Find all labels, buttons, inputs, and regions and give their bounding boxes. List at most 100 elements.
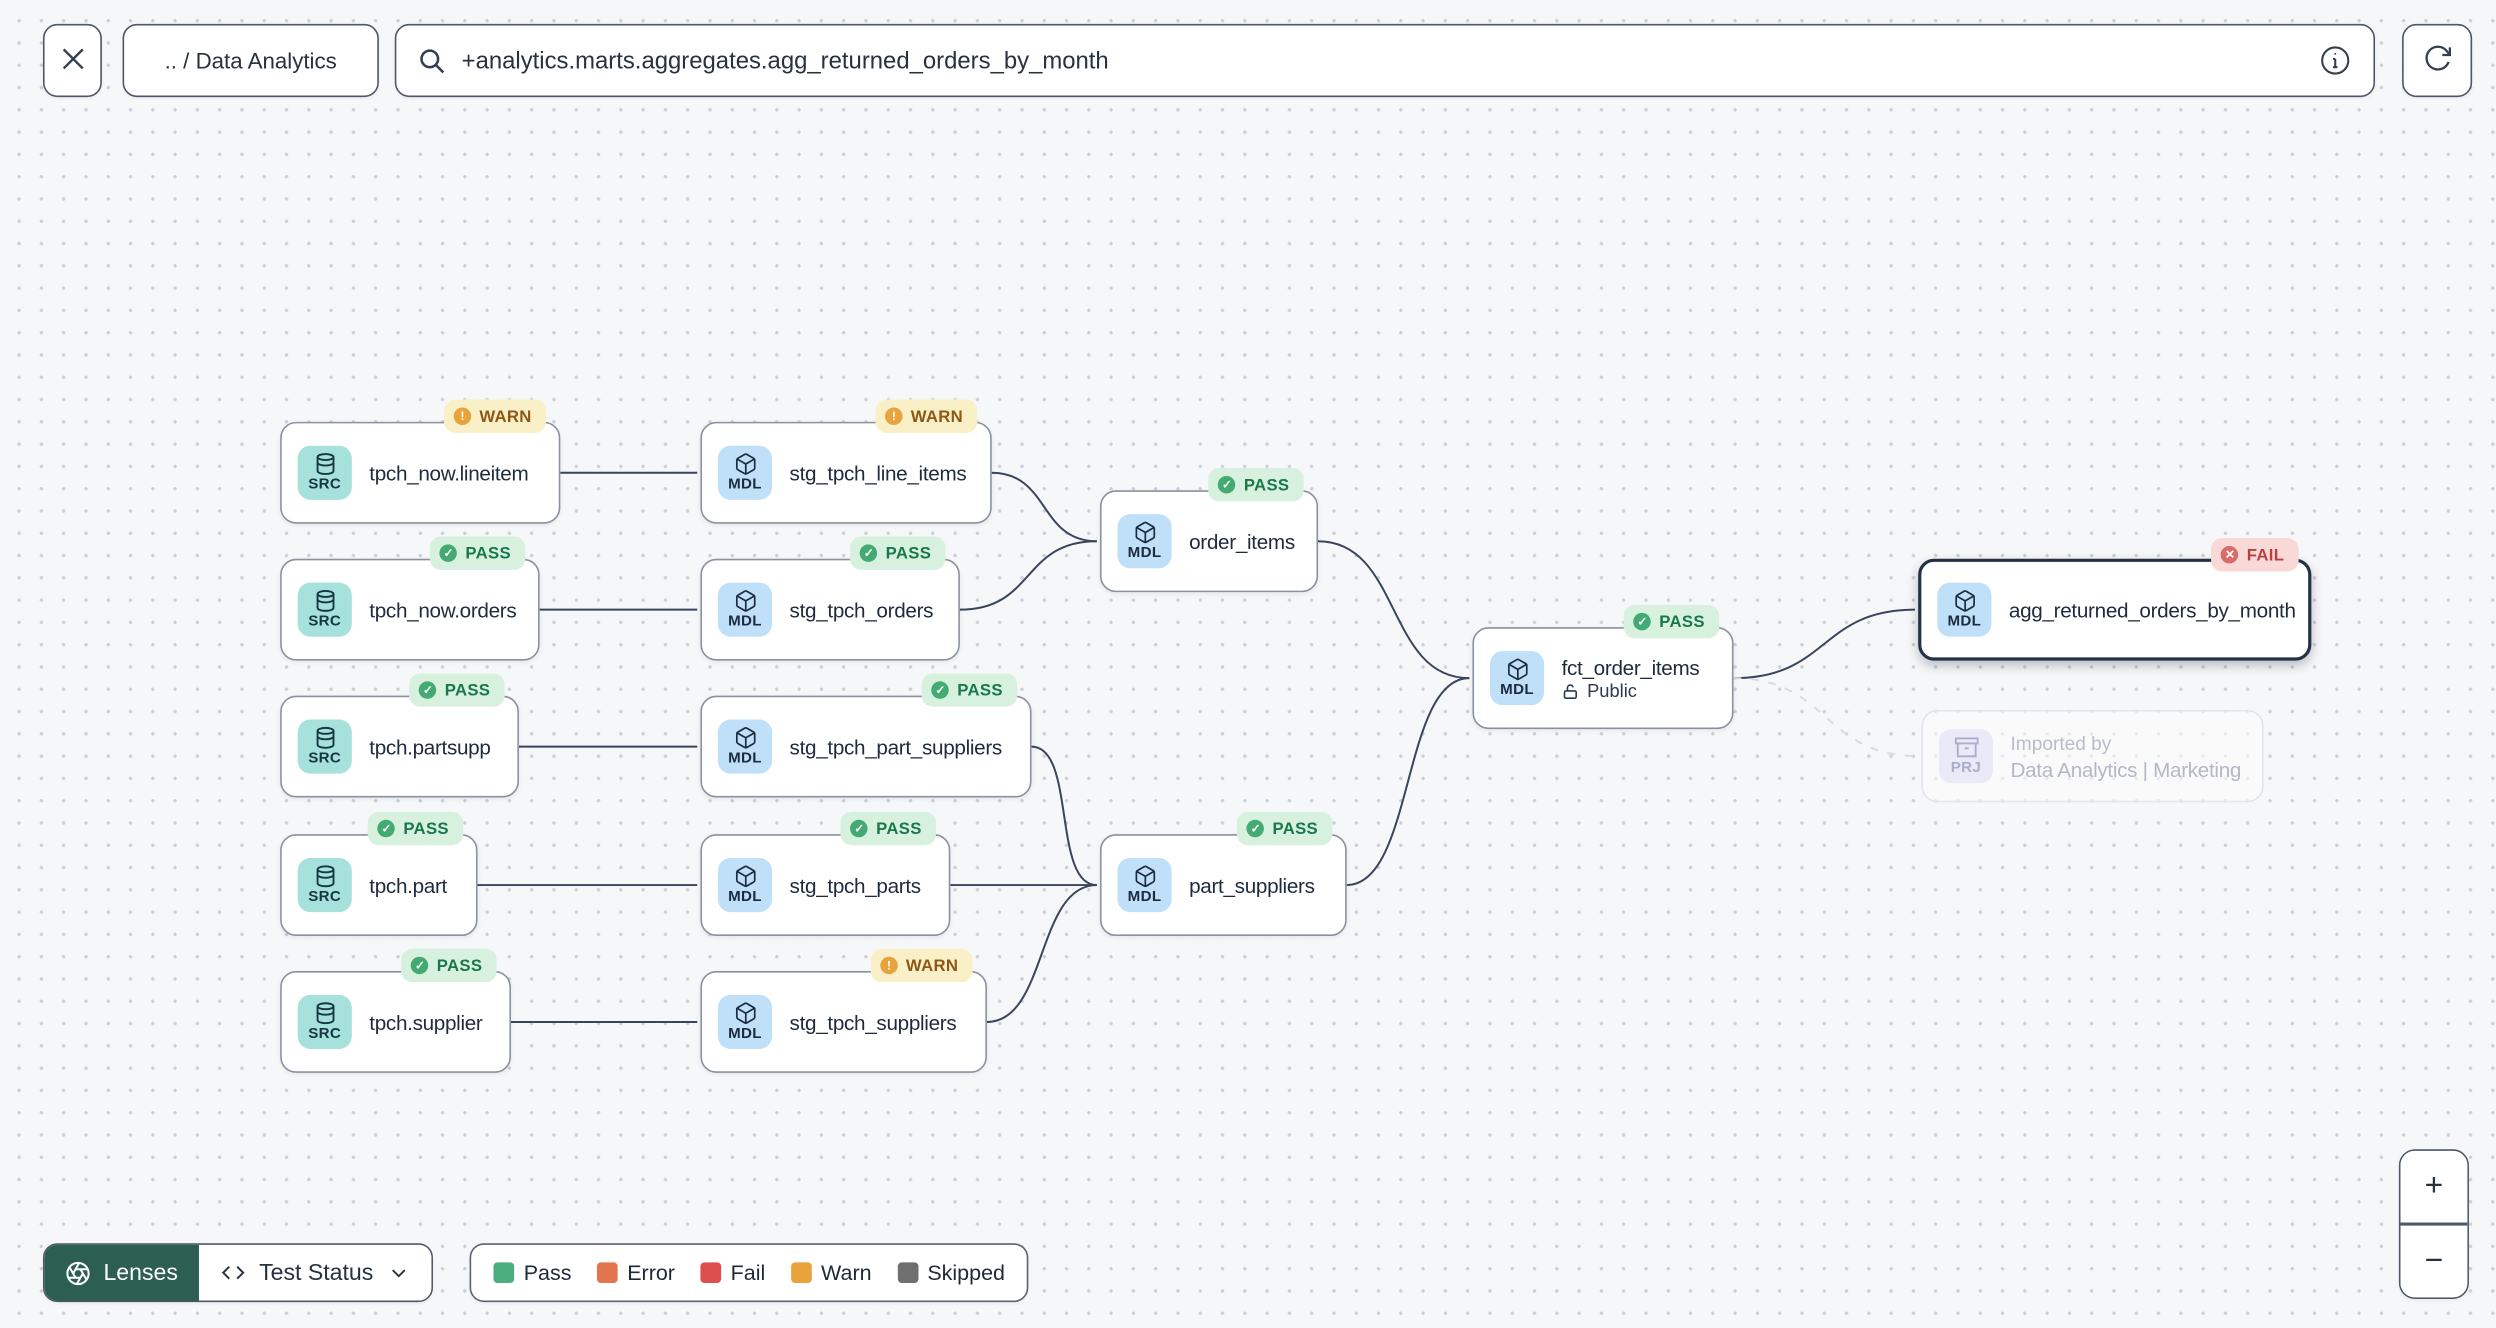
search-input[interactable] — [461, 46, 2304, 75]
legend-label: Pass — [523, 1260, 572, 1285]
legend-swatch — [700, 1262, 722, 1284]
database-icon: SRC — [297, 719, 352, 774]
legend-item-error: Error — [596, 1260, 675, 1285]
cube-icon: MDL — [1117, 514, 1172, 569]
status-badge-icon: ✓ — [1633, 612, 1652, 631]
cube-icon: MDL — [1117, 858, 1172, 913]
status-badge-icon: ✓ — [931, 681, 950, 699]
legend-label: Error — [627, 1260, 675, 1285]
unlock-icon — [1563, 684, 1577, 700]
lineage-node-stg_tpch_part_suppliers[interactable]: ✓ PASS MDL stg_tpch_part_suppliers — [700, 673, 1032, 798]
legend-label: Fail — [730, 1260, 766, 1285]
edge-fct_order_items-to-agg_returned_orders_by_month — [1733, 608, 1915, 680]
lineage-node-agg_returned_orders_by_month[interactable]: ✕ FAIL MDL agg_returned_orders_by_month — [1918, 538, 2312, 661]
legend-item-fail: Fail — [700, 1261, 765, 1285]
edge-stg_tpch_orders-to-order_items — [959, 540, 1097, 611]
status-badge-icon: ✓ — [850, 819, 869, 838]
status-badge-icon: ✕ — [2221, 546, 2239, 564]
node-label: stg_tpch_orders — [789, 597, 934, 622]
lineage-node-stg_tpch_parts[interactable]: ✓ PASS MDL stg_tpch_parts — [700, 811, 951, 937]
breadcrumb-button[interactable]: .. / Data Analytics — [122, 23, 379, 98]
zoom-controls: + − — [2398, 1149, 2469, 1299]
legend-swatch — [897, 1262, 918, 1284]
status-badge-icon: ✓ — [1218, 475, 1236, 494]
lineage-node-fct_order_items[interactable]: ✓ PASS MDL fct_order_items Public — [1472, 604, 1734, 730]
status-badge: ✓ PASS — [368, 811, 464, 846]
node-label: order_items — [1189, 529, 1295, 554]
status-badge: ✓ PASS — [430, 536, 526, 570]
legend-item-warn: Warn — [790, 1261, 872, 1285]
lineage-node-stg_tpch_line_items[interactable]: ! WARN MDL stg_tpch_line_items — [700, 399, 992, 524]
test-status-legend: Pass Error Fail Warn Skipped — [469, 1243, 1029, 1303]
lineage-node-stg_tpch_suppliers[interactable]: ! WARN MDL stg_tpch_suppliers — [700, 948, 987, 1073]
edge-part_suppliers-to-fct_order_items — [1346, 677, 1470, 887]
node-label: stg_tpch_part_suppliers — [789, 734, 1003, 759]
status-badge-icon: ✓ — [419, 681, 437, 699]
status-badge: ✓ PASS — [1208, 468, 1304, 502]
search-icon — [420, 48, 445, 73]
cube-icon: MDL — [717, 445, 773, 500]
status-badge-icon: ✓ — [439, 544, 458, 562]
lineage-node-imported_by[interactable]: PRJ Imported by Data Analytics | Marketi… — [1921, 709, 2264, 803]
close-button[interactable] — [42, 23, 102, 98]
status-badge: ! WARN — [875, 399, 978, 433]
status-badge-icon: ✓ — [1247, 819, 1265, 838]
code-icon — [221, 1266, 245, 1280]
node-label: tpch.part — [369, 873, 447, 898]
lens-selector-test-status[interactable]: Test Status — [198, 1244, 431, 1301]
chevron-down-icon — [391, 1269, 405, 1278]
lineage-node-tpch_now_lineitem[interactable]: ! WARN SRC tpch_now.lineitem — [280, 399, 561, 524]
info-icon[interactable] — [2319, 45, 2351, 77]
lineage-node-order_items[interactable]: ✓ PASS MDL order_items — [1099, 468, 1319, 593]
legend-swatch — [790, 1262, 812, 1284]
legend-item-pass: Pass — [493, 1261, 571, 1285]
lineage-node-tpch_now_orders[interactable]: ✓ PASS SRC tpch_now.orders — [280, 536, 540, 661]
lineage-node-part_suppliers[interactable]: ✓ PASS MDL part_suppliers — [1099, 811, 1347, 937]
database-icon: SRC — [297, 858, 352, 913]
aperture-icon — [66, 1261, 90, 1285]
legend-item-skipped: Skipped — [897, 1261, 1005, 1285]
node-label: stg_tpch_suppliers — [789, 1010, 957, 1034]
status-badge: ✓ PASS — [1624, 604, 1720, 639]
node-label: stg_tpch_parts — [789, 873, 922, 898]
status-badge-icon: ✓ — [411, 956, 429, 975]
lens-selected-label: Test Status — [259, 1259, 374, 1286]
node-sublabel: Imported by — [2010, 731, 2112, 754]
status-badge: ✓ PASS — [850, 536, 946, 570]
status-badge: ✓ PASS — [401, 948, 497, 983]
status-badge: ✓ PASS — [841, 811, 937, 846]
zoom-in-button[interactable]: + — [2400, 1150, 2468, 1223]
node-label: tpch.supplier — [369, 1010, 483, 1034]
legend-label: Skipped — [927, 1260, 1005, 1285]
status-badge-icon: ! — [453, 407, 472, 426]
lineage-node-tpch_part[interactable]: ✓ PASS SRC tpch.part — [280, 811, 478, 937]
lens-control: Lenses Test Status — [42, 1243, 433, 1303]
node-label: tpch_now.orders — [369, 597, 517, 622]
lenses-label: Lenses — [103, 1259, 178, 1286]
node-label: stg_tpch_line_items — [789, 460, 967, 485]
cube-icon: MDL — [717, 858, 773, 913]
lineage-node-tpch_partsupp[interactable]: ✓ PASS SRC tpch.partsupp — [280, 673, 519, 798]
lenses-button[interactable]: Lenses — [44, 1244, 199, 1301]
database-icon: SRC — [297, 582, 352, 637]
close-icon — [60, 45, 85, 75]
project-icon: PRJ — [1938, 729, 1993, 784]
lineage-node-tpch_supplier[interactable]: ✓ PASS SRC tpch.supplier — [280, 948, 511, 1073]
legend-swatch — [493, 1262, 515, 1284]
zoom-out-button[interactable]: − — [2400, 1225, 2468, 1298]
cube-icon: MDL — [717, 719, 773, 774]
refresh-button[interactable] — [2402, 23, 2473, 98]
refresh-icon — [2422, 43, 2452, 78]
status-badge: ✓ PASS — [922, 673, 1018, 707]
zoom-divider — [2400, 1222, 2468, 1226]
status-badge: ✕ FAIL — [2211, 538, 2299, 572]
lineage-node-stg_tpch_orders[interactable]: ✓ PASS MDL stg_tpch_orders — [700, 536, 960, 661]
cube-icon: MDL — [1937, 582, 1992, 637]
edge-stg_tpch_part_suppliers-to-part_suppliers — [1031, 745, 1097, 887]
edge-fct_order_items-to-imported_by — [1733, 677, 1919, 758]
search-box[interactable] — [394, 23, 2376, 98]
status-badge: ! WARN — [444, 399, 547, 433]
status-badge-icon: ✓ — [377, 819, 396, 838]
